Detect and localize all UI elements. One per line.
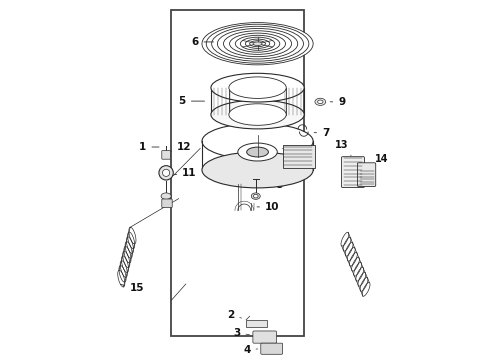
Ellipse shape: [253, 42, 262, 45]
Ellipse shape: [211, 73, 304, 102]
FancyBboxPatch shape: [253, 331, 276, 343]
Ellipse shape: [229, 77, 286, 98]
Ellipse shape: [202, 152, 313, 188]
Ellipse shape: [202, 123, 313, 159]
Ellipse shape: [318, 100, 323, 104]
FancyBboxPatch shape: [162, 199, 172, 208]
Ellipse shape: [253, 194, 258, 198]
Text: 6: 6: [191, 37, 214, 47]
Ellipse shape: [159, 166, 173, 180]
Ellipse shape: [315, 98, 326, 105]
Text: 15: 15: [121, 283, 145, 293]
FancyBboxPatch shape: [246, 320, 267, 327]
Bar: [172, 10, 304, 336]
Text: 10: 10: [257, 202, 279, 212]
Text: 4: 4: [243, 345, 258, 355]
Text: 11: 11: [174, 168, 196, 178]
Text: 2: 2: [227, 310, 242, 320]
FancyBboxPatch shape: [162, 150, 171, 159]
Text: 5: 5: [179, 96, 204, 106]
Ellipse shape: [246, 147, 269, 157]
Ellipse shape: [163, 169, 170, 176]
Ellipse shape: [251, 193, 260, 199]
Text: 7: 7: [314, 128, 329, 138]
Ellipse shape: [211, 100, 304, 129]
Text: 13: 13: [336, 140, 351, 156]
Ellipse shape: [161, 193, 171, 199]
FancyBboxPatch shape: [261, 343, 283, 354]
Text: 8: 8: [265, 180, 283, 190]
Text: 1: 1: [139, 142, 159, 152]
Text: 3: 3: [233, 328, 249, 338]
Ellipse shape: [238, 143, 277, 161]
FancyBboxPatch shape: [283, 145, 315, 168]
FancyBboxPatch shape: [357, 163, 376, 186]
Text: 9: 9: [330, 97, 345, 107]
Text: 14: 14: [369, 154, 388, 166]
Text: 12: 12: [171, 142, 191, 152]
Ellipse shape: [229, 104, 286, 125]
FancyBboxPatch shape: [342, 157, 365, 188]
Ellipse shape: [202, 23, 313, 65]
